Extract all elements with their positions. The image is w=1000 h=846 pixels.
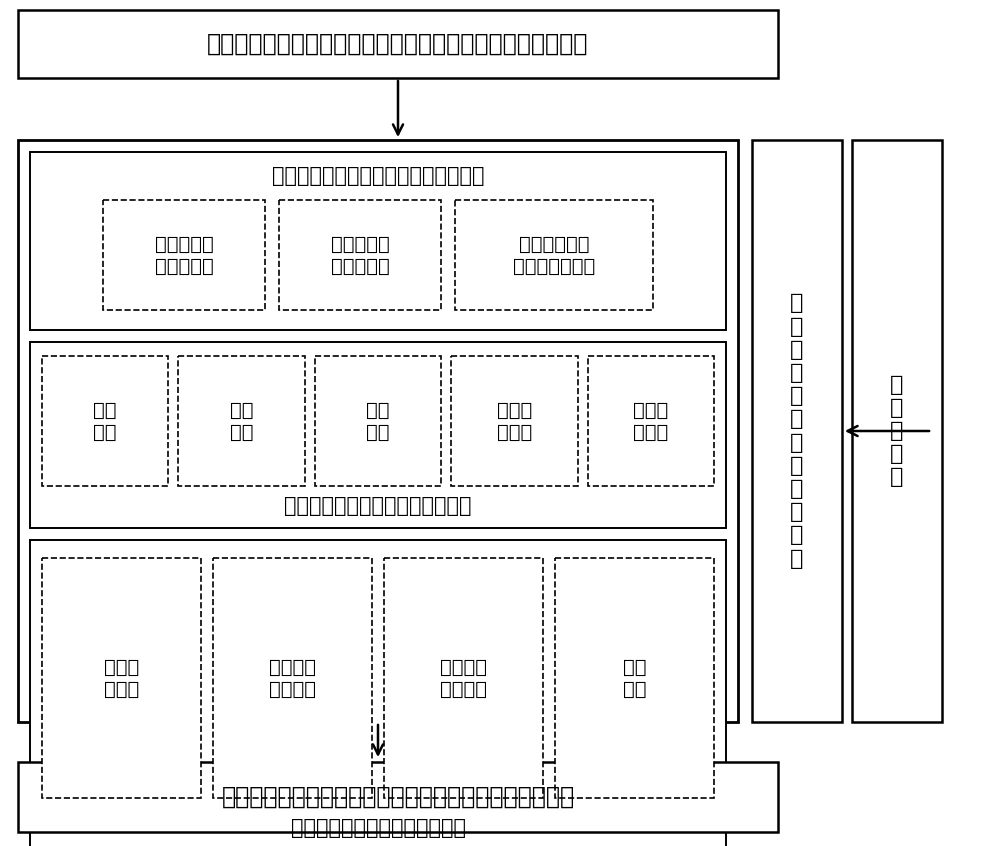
Bar [315,356,441,486]
Text: 故障检
修成本: 故障检 修成本 [497,400,532,442]
Text: 抽水蓄能电站在全寿命周期内综合效益最大时的规划容量: 抽水蓄能电站在全寿命周期内综合效益最大时的规划容量 [221,785,575,809]
Bar [42,558,201,798]
Bar [384,558,543,798]
Text: 抽水蓄能电站
自身获得的效益: 抽水蓄能电站 自身获得的效益 [513,234,595,276]
Bar [852,140,942,722]
Text: 机组运行
状态约束: 机组运行 状态约束 [440,657,487,699]
Bar [455,200,653,310]
Bar [752,140,842,722]
Bar [588,356,714,486]
Text: 负荷曲线、风电功率、火电机组数据和抽水蓄能电站原始数据: 负荷曲线、风电功率、火电机组数据和抽水蓄能电站原始数据 [207,32,589,56]
Text: 抽水蓄能电站运行相关约束条件: 抽水蓄能电站运行相关约束条件 [290,818,466,838]
Text: 维护
成本: 维护 成本 [366,400,390,442]
Text: 运行
成本: 运行 成本 [230,400,253,442]
Bar [30,540,726,846]
Text: 投资
成本: 投资 成本 [93,400,117,442]
Text: 库容
约束: 库容 约束 [623,657,646,699]
Bar [18,10,778,78]
Bar [178,356,305,486]
Bar [213,558,372,798]
Text: 粒
子
群
算
法: 粒 子 群 算 法 [890,375,904,487]
Bar [103,200,265,310]
Bar [18,762,778,832]
Bar [18,140,738,722]
Text: 为火电系统
带来的效益: 为火电系统 带来的效益 [331,234,389,276]
Text: 为风电系统
带来的效益: 为风电系统 带来的效益 [155,234,213,276]
Bar [451,356,578,486]
Text: 火电机组
出力约束: 火电机组 出力约束 [269,657,316,699]
Bar [555,558,714,798]
Bar [30,152,726,330]
Text: 抽水蓄能电站接入系统产生的效益分析: 抽水蓄能电站接入系统产生的效益分析 [272,166,484,186]
Text: 负荷平
衡约束: 负荷平 衡约束 [104,657,139,699]
Bar [279,200,441,310]
Text: 抽水蓄能电站全寿命周期成本分析: 抽水蓄能电站全寿命周期成本分析 [284,496,472,516]
Bar [30,342,726,528]
Bar [42,356,168,486]
Text: 抽
水
蓄
能
电
站
综
合
效
益
模
型: 抽 水 蓄 能 电 站 综 合 效 益 模 型 [790,294,804,569]
Text: 退役处
置成本: 退役处 置成本 [633,400,668,442]
